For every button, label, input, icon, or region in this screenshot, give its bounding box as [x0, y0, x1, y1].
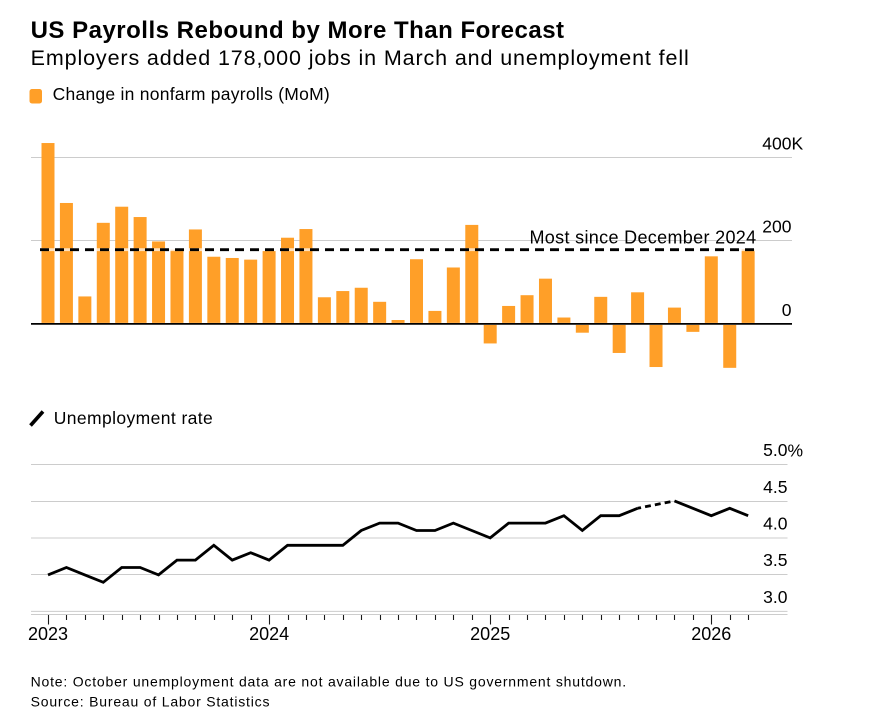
svg-text:2023: 2023 [28, 624, 68, 644]
svg-text:%: % [788, 441, 804, 461]
svg-text:3.0: 3.0 [763, 587, 788, 607]
svg-text:Note: October unemployment dat: Note: October unemployment data are not … [31, 674, 627, 690]
svg-text:4.0: 4.0 [763, 514, 788, 534]
svg-text:Source: Bureau of Labor Statis: Source: Bureau of Labor Statistics [31, 694, 271, 710]
svg-text:5.0: 5.0 [763, 440, 788, 460]
svg-text:2026: 2026 [691, 624, 731, 644]
svg-text:Most since December 2024: Most since December 2024 [529, 227, 756, 247]
svg-text:Employers added 178,000 jobs i: Employers added 178,000 jobs in March an… [31, 46, 690, 70]
svg-text:2025: 2025 [470, 624, 510, 644]
svg-text:2024: 2024 [249, 624, 289, 644]
svg-text:0: 0 [782, 300, 792, 320]
svg-text:Unemployment rate: Unemployment rate [54, 408, 214, 428]
svg-text:200: 200 [762, 216, 791, 236]
svg-text:US Payrolls Rebound by More Th: US Payrolls Rebound by More Than Forecas… [31, 17, 565, 44]
svg-text:4.5: 4.5 [763, 477, 787, 497]
svg-text:K: K [792, 133, 804, 153]
svg-text:400: 400 [762, 133, 791, 153]
svg-text:Change in nonfarm payrolls (Mo: Change in nonfarm payrolls (MoM) [53, 84, 330, 104]
svg-text:3.5: 3.5 [763, 550, 787, 570]
